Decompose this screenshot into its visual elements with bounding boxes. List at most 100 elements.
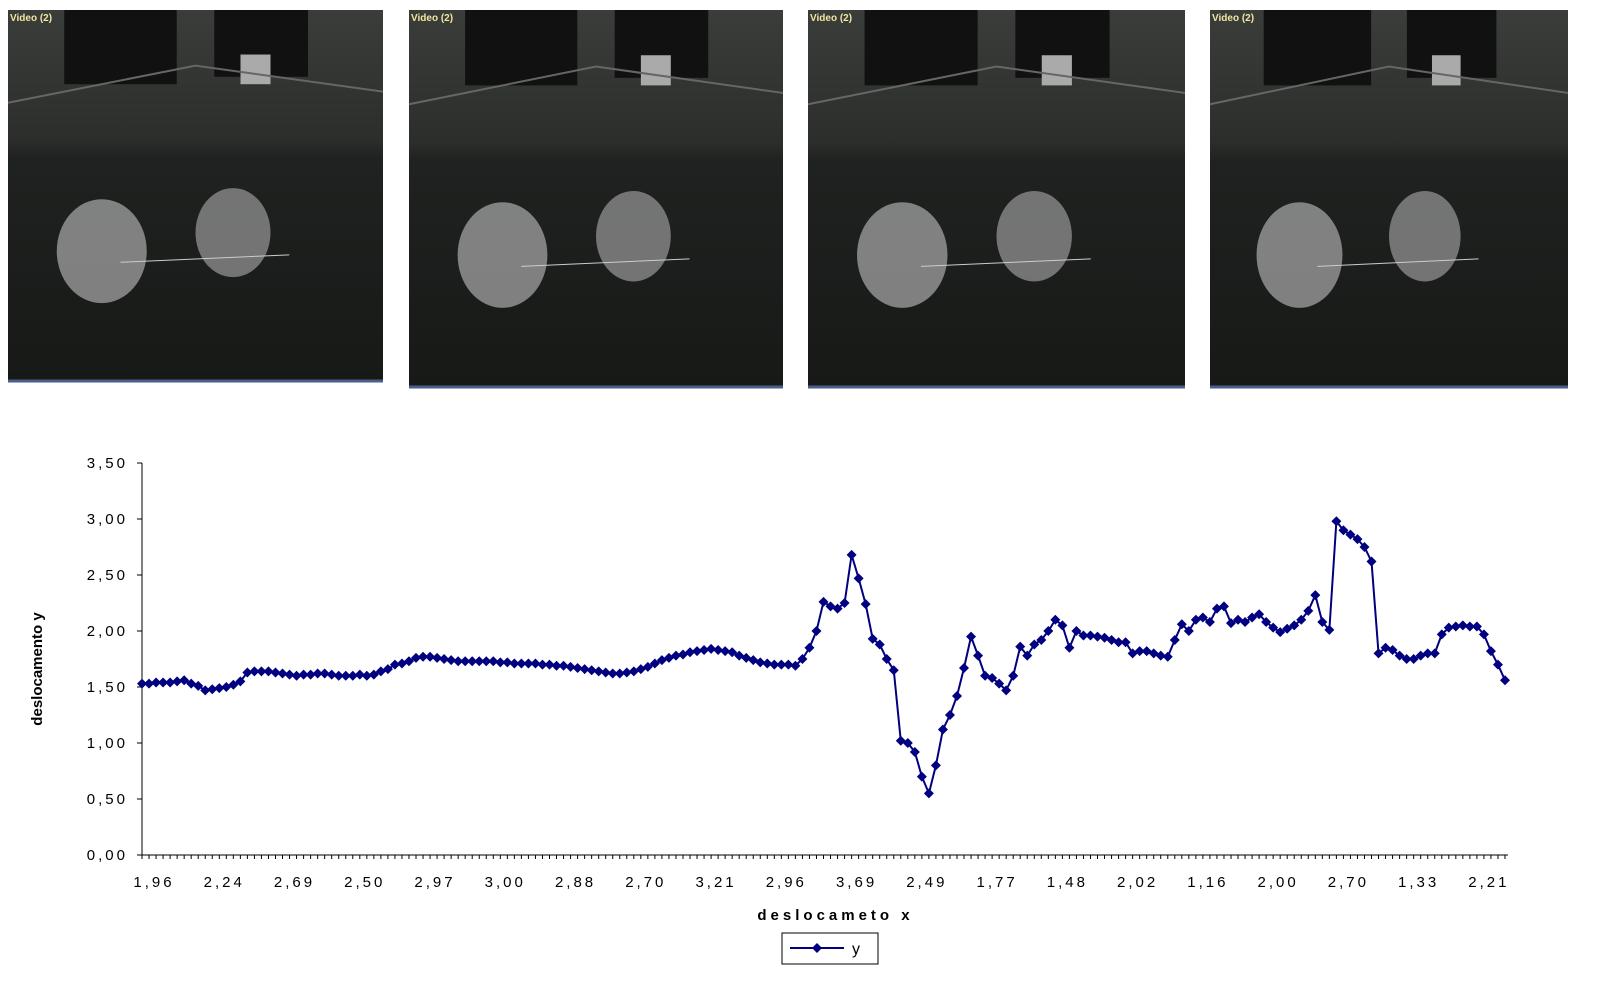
data-point (642, 661, 653, 672)
data-point (207, 684, 218, 695)
data-point (1001, 685, 1012, 696)
x-axis-title: deslocameto x (757, 907, 913, 924)
data-point (1345, 529, 1356, 540)
x-tick-label: 1,48 (1047, 874, 1088, 891)
x-tick-label: 2,50 (344, 874, 385, 891)
x-tick-label: 2,00 (1258, 874, 1299, 891)
x-tick-label: 2,24 (204, 874, 245, 891)
data-point (523, 658, 534, 669)
data-point (860, 599, 871, 610)
data-point (144, 678, 155, 689)
data-point (930, 760, 941, 771)
y-tick-label: 2,50 (87, 567, 128, 584)
data-point (172, 676, 183, 687)
data-point (1197, 612, 1208, 623)
data-point (783, 659, 794, 670)
data-point (235, 676, 246, 687)
floor-line (120, 254, 290, 263)
data-point (944, 710, 955, 720)
data-point (291, 670, 302, 681)
y-tick-label: 3,00 (87, 511, 128, 528)
x-tick-label: 1,96 (133, 874, 174, 891)
data-point (1155, 650, 1166, 661)
data-point (769, 659, 780, 670)
person (457, 202, 548, 308)
x-tick-label: 1,33 (1398, 874, 1439, 891)
data-point (579, 664, 590, 675)
x-tick-label: 2,88 (555, 874, 596, 891)
data-point (509, 658, 520, 669)
back-window (1263, 10, 1372, 86)
data-point (277, 668, 288, 679)
x-tick-label: 3,00 (485, 874, 526, 891)
data-point (1373, 648, 1384, 659)
back-window (64, 10, 177, 85)
data-point (1043, 626, 1054, 636)
person (1389, 190, 1461, 282)
y-tick-label: 3,50 (87, 455, 128, 472)
data-point (727, 647, 738, 658)
data-point (755, 657, 766, 668)
data-point (425, 651, 436, 662)
data-point (165, 677, 176, 688)
wall-bar (807, 65, 1186, 106)
data-point (804, 642, 815, 653)
data-point (1443, 622, 1454, 633)
data-point (1050, 614, 1061, 625)
data-point (832, 603, 843, 614)
data-point (614, 668, 625, 679)
data-point (621, 667, 632, 678)
data-point (790, 660, 801, 671)
back-window (864, 10, 978, 86)
data-point (607, 668, 618, 679)
data-point (1436, 629, 1447, 640)
frame-label: Video (2) (411, 13, 453, 24)
data-point (902, 738, 913, 748)
data-point (720, 646, 731, 657)
data-point (446, 655, 457, 666)
data-point (481, 656, 492, 667)
data-point (488, 656, 499, 667)
person (857, 202, 948, 308)
monitor (1041, 55, 1072, 86)
legend-label: y (852, 941, 860, 958)
data-point (1183, 626, 1194, 636)
data-point (1366, 556, 1377, 567)
x-tick-label: 2,70 (625, 874, 666, 891)
data-point (1422, 648, 1433, 659)
data-point (762, 658, 773, 669)
data-point (558, 660, 569, 671)
data-point (685, 647, 696, 658)
data-point (242, 667, 253, 678)
x-tick-label: 2,70 (1328, 874, 1369, 891)
x-tick-label: 2,49 (906, 874, 947, 891)
data-point (368, 669, 379, 680)
data-point (1162, 651, 1173, 662)
data-point (474, 656, 485, 667)
data-point (923, 788, 934, 799)
data-point (1120, 637, 1131, 648)
data-point (432, 652, 443, 663)
data-point (516, 658, 527, 669)
data-point (1450, 621, 1461, 632)
x-tick-label: 2,96 (766, 874, 807, 891)
y-axis-title: deslocamento y (29, 612, 46, 726)
data-point (937, 724, 948, 735)
data-point (1134, 646, 1145, 657)
data-point (593, 666, 604, 677)
data-point (888, 665, 899, 676)
data-point (319, 668, 330, 679)
data-point (256, 666, 267, 677)
floor-line (1317, 258, 1479, 267)
data-point (333, 670, 344, 681)
data-point (1176, 619, 1187, 630)
data-point (572, 662, 583, 673)
data-point (1169, 634, 1180, 645)
x-tick-label: 2,02 (1117, 874, 1158, 891)
data-point (1268, 622, 1279, 633)
data-point (551, 660, 562, 671)
data-point (1078, 630, 1089, 641)
data-point (1387, 645, 1398, 656)
